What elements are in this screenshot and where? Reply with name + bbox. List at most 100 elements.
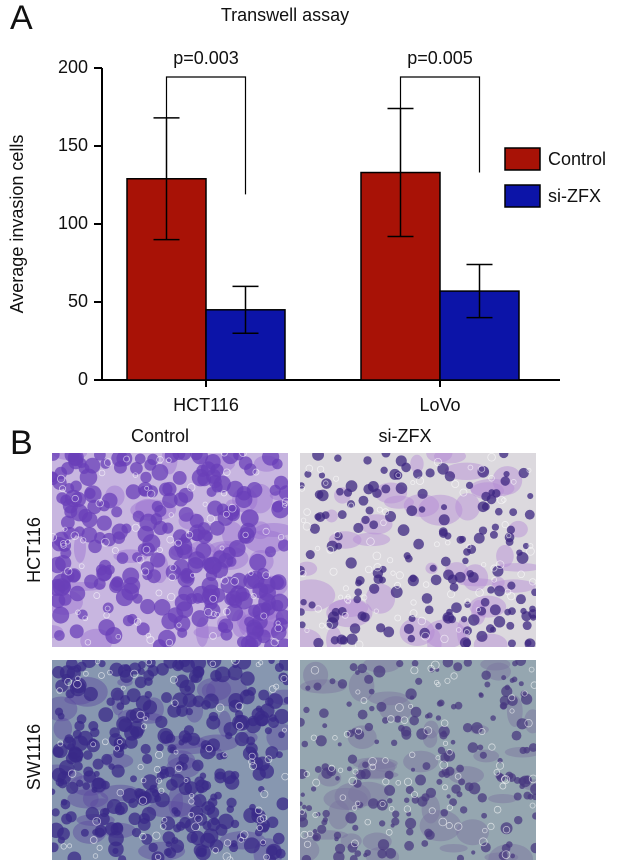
cell (156, 743, 164, 752)
pore (183, 778, 189, 783)
pore (274, 624, 283, 633)
legend-swatch (504, 184, 541, 208)
pore (210, 610, 217, 617)
cell (511, 730, 522, 741)
pore (490, 564, 498, 572)
pore (204, 607, 213, 617)
pore (409, 609, 418, 618)
cell (506, 525, 516, 534)
cell (377, 849, 387, 859)
cell (276, 797, 288, 811)
pore (260, 790, 269, 799)
pore (260, 612, 268, 620)
pore (230, 577, 239, 586)
y-tick-label: 150 (58, 135, 88, 155)
cell (334, 532, 343, 541)
cell (182, 693, 197, 708)
cell (392, 810, 400, 818)
pore (275, 620, 281, 626)
pore (256, 815, 265, 824)
cell (195, 542, 212, 559)
pore (501, 497, 507, 503)
pore (144, 485, 150, 491)
significance-bracket (165, 76, 247, 195)
cell (315, 735, 327, 747)
pore (104, 605, 111, 612)
cell (128, 662, 142, 675)
pore (107, 669, 113, 676)
cell (58, 592, 72, 606)
cell (456, 764, 464, 773)
pore (168, 512, 174, 518)
cell (172, 471, 187, 485)
pore (528, 774, 536, 784)
pore (239, 830, 249, 840)
cell (326, 540, 338, 552)
pore (239, 453, 247, 457)
cell (246, 621, 264, 640)
pore (395, 472, 402, 479)
cell (505, 771, 514, 780)
cell (201, 588, 219, 606)
pore (385, 828, 393, 836)
pore (222, 852, 232, 860)
y-tick-label: 200 (58, 57, 88, 77)
cell (240, 671, 255, 686)
pore (524, 719, 533, 728)
pore (410, 791, 418, 799)
cell (151, 851, 165, 860)
pore (410, 480, 416, 486)
cell (183, 776, 191, 785)
cell (349, 855, 358, 860)
cell (313, 682, 322, 691)
p-value: p=0.003 (173, 48, 239, 68)
pore (249, 762, 257, 771)
cell (222, 770, 237, 785)
pore (373, 608, 379, 614)
pore (493, 769, 501, 776)
cell (364, 674, 374, 684)
pore (83, 670, 89, 677)
pore (526, 547, 535, 556)
cell (530, 783, 536, 795)
pore (155, 750, 164, 759)
pore (219, 545, 225, 551)
pore (488, 743, 496, 751)
pore (116, 738, 123, 745)
stain (384, 495, 414, 509)
panel-label: A (10, 0, 33, 37)
pore (103, 458, 113, 467)
cell (473, 532, 485, 544)
pore (206, 514, 215, 523)
pore (223, 839, 232, 847)
pore (165, 638, 174, 647)
pore (517, 570, 525, 579)
cell (382, 717, 389, 724)
cell (138, 660, 146, 669)
pore (138, 796, 148, 805)
cell (300, 608, 305, 616)
cell (101, 492, 118, 509)
cell (367, 798, 379, 809)
cell (249, 553, 267, 571)
pore (394, 581, 401, 589)
cell (530, 614, 536, 621)
cell (274, 708, 288, 725)
cell (156, 662, 169, 676)
cell (481, 491, 491, 502)
cell (121, 523, 132, 534)
pore (464, 598, 471, 605)
cell (494, 507, 503, 516)
stain (410, 454, 424, 474)
cell (240, 522, 257, 539)
cell (337, 607, 347, 616)
cell (111, 576, 124, 588)
cell (176, 705, 189, 717)
pore (52, 533, 57, 542)
pore (67, 769, 77, 778)
cell (94, 824, 107, 837)
cell (162, 481, 177, 497)
cell (306, 805, 313, 812)
cell (226, 805, 235, 813)
